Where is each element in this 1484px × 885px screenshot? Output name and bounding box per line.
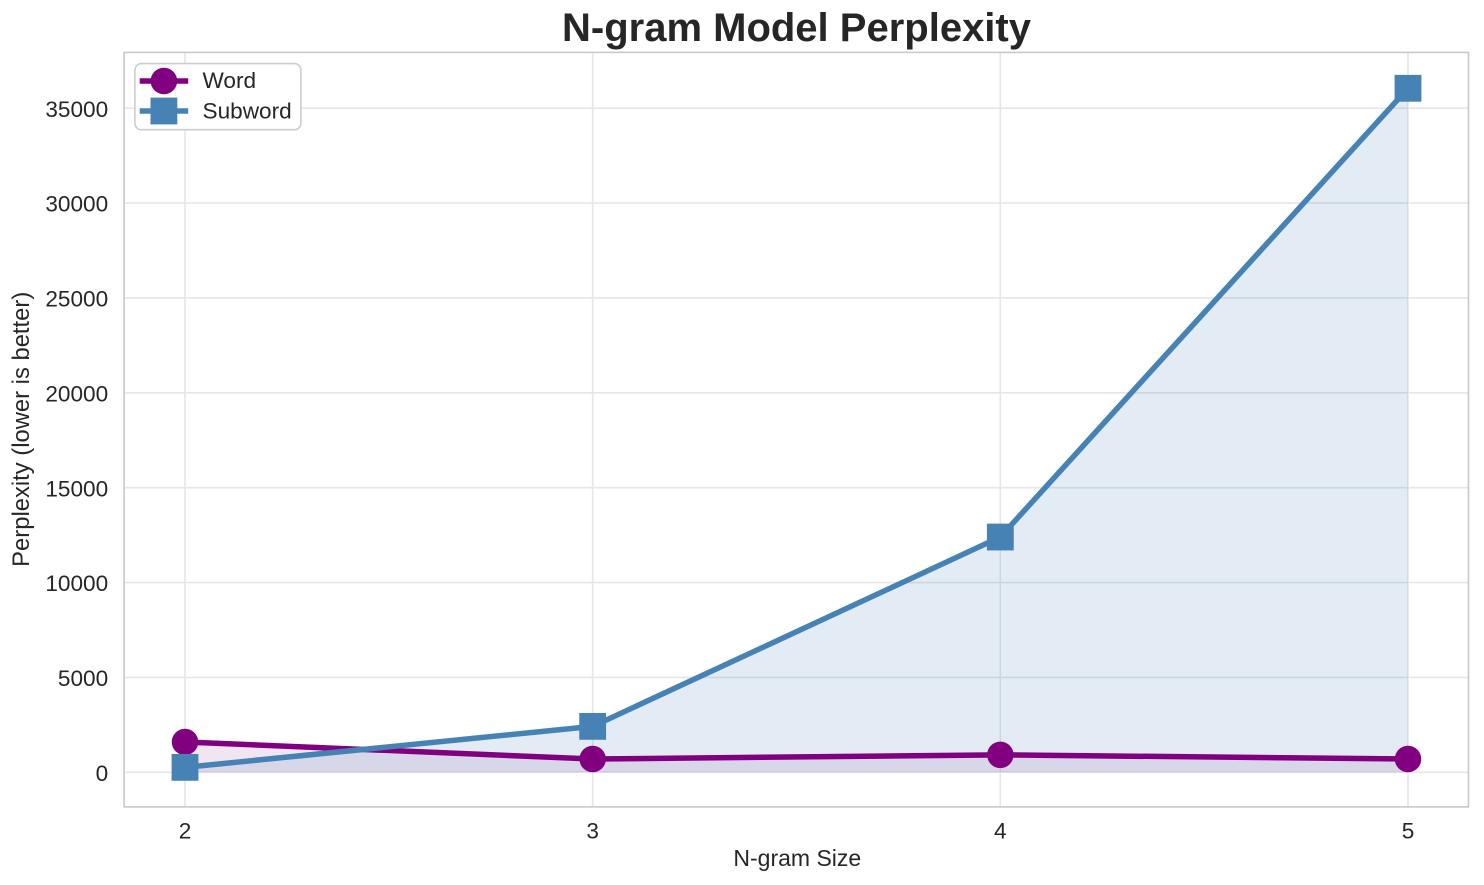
svg-text:10000: 10000 [45, 571, 108, 596]
svg-text:4: 4 [994, 818, 1007, 843]
svg-text:15000: 15000 [45, 476, 108, 501]
svg-text:35000: 35000 [45, 97, 108, 122]
svg-text:20000: 20000 [45, 381, 108, 406]
svg-text:N-gram Size: N-gram Size [733, 845, 861, 871]
svg-text:5000: 5000 [58, 666, 108, 691]
svg-text:Word: Word [203, 68, 257, 93]
svg-text:0: 0 [96, 761, 109, 786]
svg-text:30000: 30000 [45, 192, 108, 217]
svg-text:3: 3 [586, 818, 599, 843]
svg-text:N-gram Model Perplexity: N-gram Model Perplexity [562, 6, 1032, 50]
svg-text:Subword: Subword [203, 99, 292, 124]
svg-text:2: 2 [179, 818, 192, 843]
svg-text:5: 5 [1402, 818, 1415, 843]
svg-text:Perplexity (lower is better): Perplexity (lower is better) [8, 292, 35, 567]
svg-text:25000: 25000 [45, 287, 108, 312]
